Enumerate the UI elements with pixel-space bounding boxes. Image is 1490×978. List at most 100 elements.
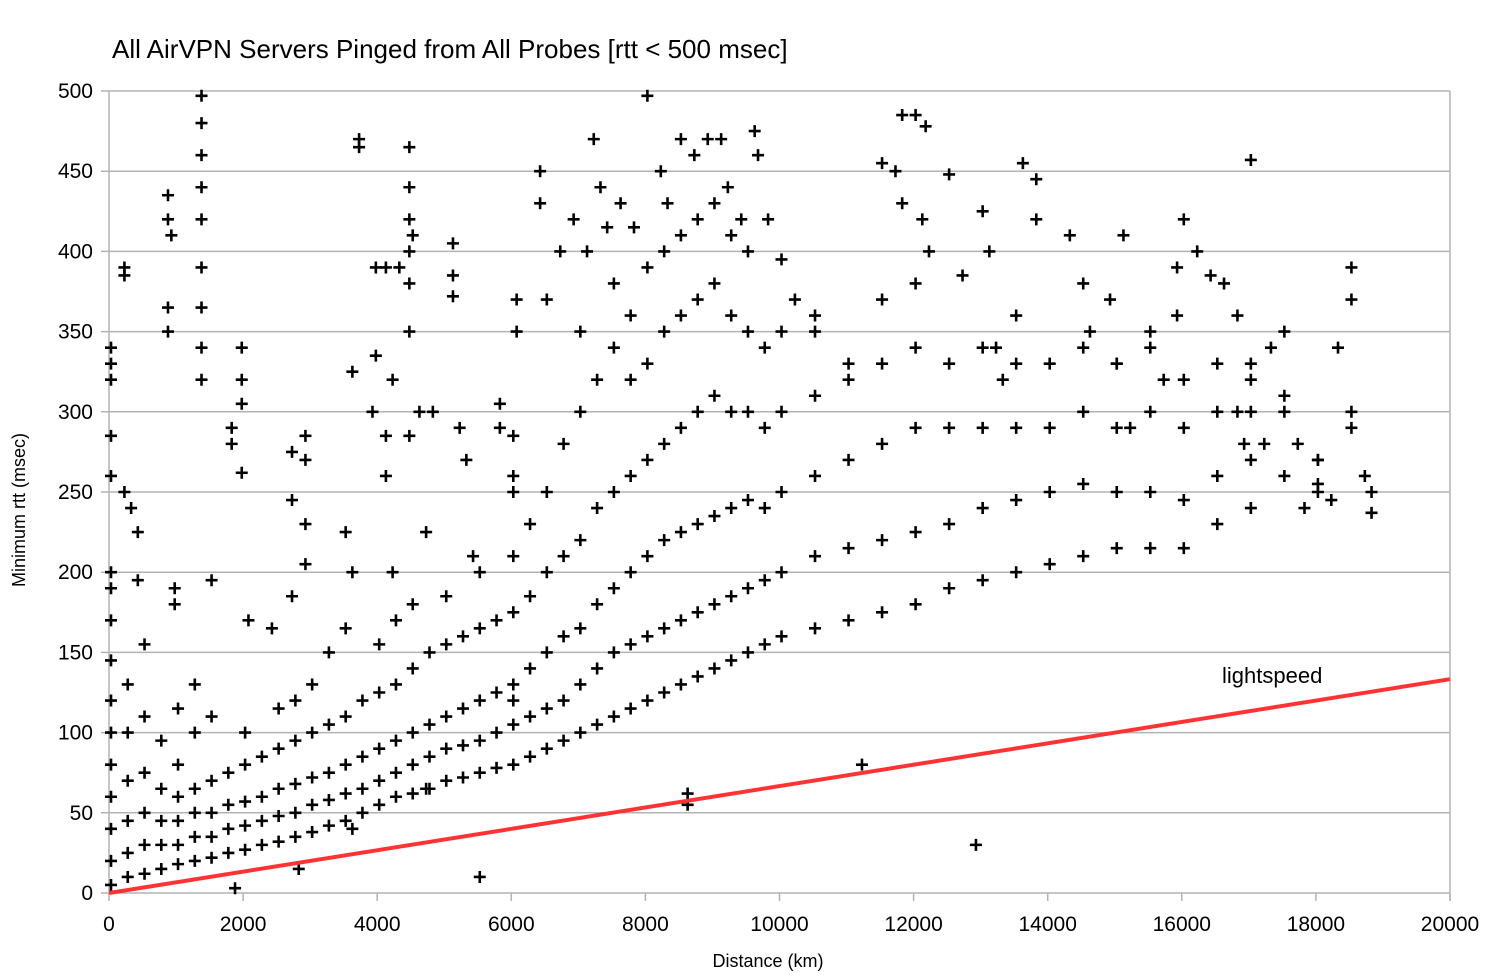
data-point xyxy=(510,325,523,338)
data-point xyxy=(758,502,771,515)
data-point xyxy=(1144,325,1157,338)
data-point xyxy=(775,405,788,418)
data-point xyxy=(490,614,503,627)
data-point xyxy=(306,726,319,739)
data-point xyxy=(741,245,754,258)
data-point xyxy=(155,782,168,795)
data-point xyxy=(105,694,117,707)
data-point xyxy=(1077,341,1090,354)
data-point xyxy=(1010,357,1023,370)
data-point xyxy=(105,758,117,771)
data-point xyxy=(708,389,721,402)
data-point xyxy=(222,766,235,779)
data-point xyxy=(1110,542,1123,555)
data-point xyxy=(574,405,587,418)
data-point xyxy=(406,598,419,611)
data-point xyxy=(138,838,151,851)
data-point xyxy=(105,790,117,803)
data-point xyxy=(607,277,620,290)
data-point xyxy=(121,814,134,827)
data-point xyxy=(403,181,416,194)
data-point xyxy=(534,165,547,178)
data-point xyxy=(322,819,335,832)
data-point xyxy=(923,245,936,258)
data-point xyxy=(607,486,620,498)
data-point xyxy=(473,870,486,883)
data-point xyxy=(1177,421,1190,434)
data-point xyxy=(406,229,419,242)
data-point xyxy=(775,253,788,266)
data-point xyxy=(627,221,640,234)
data-point xyxy=(195,181,208,194)
data-point xyxy=(322,766,335,779)
data-point xyxy=(688,149,701,162)
data-point xyxy=(289,694,302,707)
data-point xyxy=(255,814,268,827)
data-point xyxy=(1231,309,1244,322)
data-point xyxy=(195,213,208,226)
data-point xyxy=(205,830,218,843)
data-point xyxy=(507,678,520,691)
chart-title: All AirVPN Servers Pinged from All Probe… xyxy=(112,34,788,64)
data-point xyxy=(624,702,637,715)
data-point xyxy=(1010,309,1023,322)
data-point xyxy=(205,710,218,723)
data-point xyxy=(540,742,553,755)
data-point xyxy=(725,309,738,322)
data-point xyxy=(658,245,671,258)
data-point xyxy=(909,109,922,122)
data-point xyxy=(1043,421,1056,434)
data-point xyxy=(624,309,637,322)
data-point xyxy=(105,582,117,595)
data-point xyxy=(272,742,285,755)
data-point xyxy=(356,806,369,819)
data-point xyxy=(195,117,208,130)
data-point xyxy=(403,245,416,258)
data-point xyxy=(976,421,989,434)
data-point xyxy=(239,726,252,739)
data-point xyxy=(289,734,302,747)
data-point xyxy=(1278,389,1291,402)
data-point xyxy=(1191,245,1204,258)
data-point xyxy=(138,806,151,819)
data-point xyxy=(403,141,416,154)
data-point xyxy=(473,566,486,579)
data-point xyxy=(896,197,909,210)
data-point xyxy=(1298,502,1311,515)
data-point xyxy=(131,574,144,587)
data-point xyxy=(222,822,235,835)
data-point xyxy=(507,469,520,482)
data-point xyxy=(691,405,704,418)
data-point xyxy=(674,614,687,627)
data-point xyxy=(1077,277,1090,290)
data-point xyxy=(1264,341,1277,354)
data-point xyxy=(121,870,134,883)
data-point xyxy=(1278,469,1291,482)
data-point xyxy=(306,678,319,691)
data-point xyxy=(1238,437,1251,450)
data-point xyxy=(996,373,1009,386)
data-point xyxy=(286,494,299,507)
data-point xyxy=(1010,566,1023,579)
data-point xyxy=(242,614,255,627)
data-point xyxy=(423,646,436,659)
data-point xyxy=(457,739,470,752)
data-point xyxy=(976,502,989,515)
data-point xyxy=(1083,325,1096,338)
data-point xyxy=(413,405,426,418)
data-point xyxy=(691,213,704,226)
data-point xyxy=(1345,405,1358,418)
data-point xyxy=(172,814,185,827)
data-point xyxy=(1291,437,1304,450)
data-point xyxy=(909,598,922,611)
x-tick-label: 10000 xyxy=(750,913,808,936)
data-point xyxy=(460,453,473,466)
data-point xyxy=(188,678,201,691)
data-point xyxy=(1117,229,1130,242)
y-tick-label: 200 xyxy=(58,561,93,584)
data-point xyxy=(406,726,419,739)
data-point xyxy=(1244,453,1257,466)
data-point xyxy=(540,566,553,579)
data-point xyxy=(540,486,553,498)
data-point xyxy=(976,574,989,587)
